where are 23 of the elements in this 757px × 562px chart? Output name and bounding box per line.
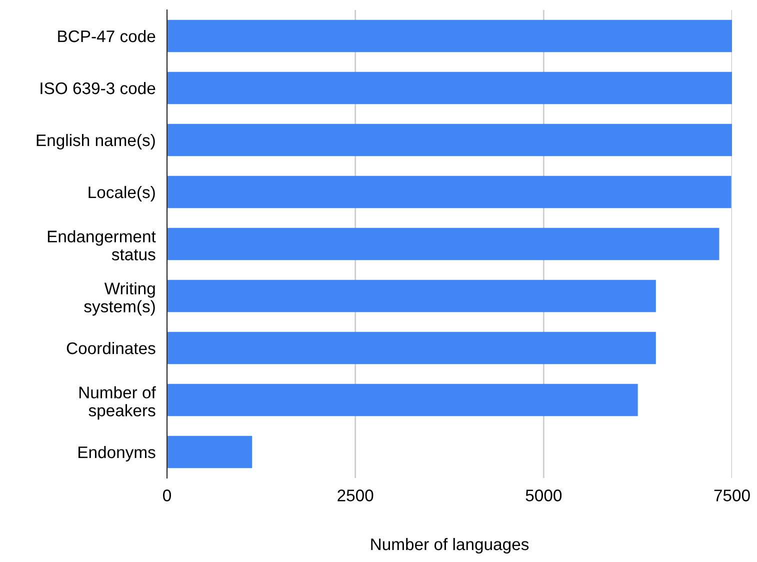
y-tick-label: Writing system(s) bbox=[84, 282, 155, 316]
x-axis-title: Number of languages bbox=[371, 538, 529, 554]
y-tick-label: Endonyms bbox=[78, 446, 156, 462]
y-tick-label: English name(s) bbox=[36, 134, 155, 150]
bar bbox=[167, 280, 656, 312]
bar bbox=[167, 20, 732, 52]
x-tick-label: 2500 bbox=[338, 490, 374, 502]
y-tick-label: ISO 639-3 code bbox=[40, 82, 156, 94]
y-tick-label: Locale(s) bbox=[88, 186, 155, 202]
x-tick-label: 7500 bbox=[714, 490, 750, 502]
bar bbox=[167, 332, 656, 364]
bar bbox=[167, 384, 638, 416]
y-tick-label: Endangerment status bbox=[48, 230, 156, 260]
x-tick-label: 0 bbox=[163, 490, 171, 502]
bar bbox=[167, 124, 732, 156]
bar bbox=[167, 228, 720, 260]
x-tick-label: 5000 bbox=[526, 490, 562, 502]
bar bbox=[167, 72, 732, 104]
y-tick-label: Number of speakers bbox=[79, 386, 156, 420]
y-tick-label: BCP-47 code bbox=[58, 30, 156, 42]
y-tick-label: Coordinates bbox=[66, 342, 156, 354]
bar bbox=[167, 436, 252, 468]
bar bbox=[167, 176, 732, 208]
